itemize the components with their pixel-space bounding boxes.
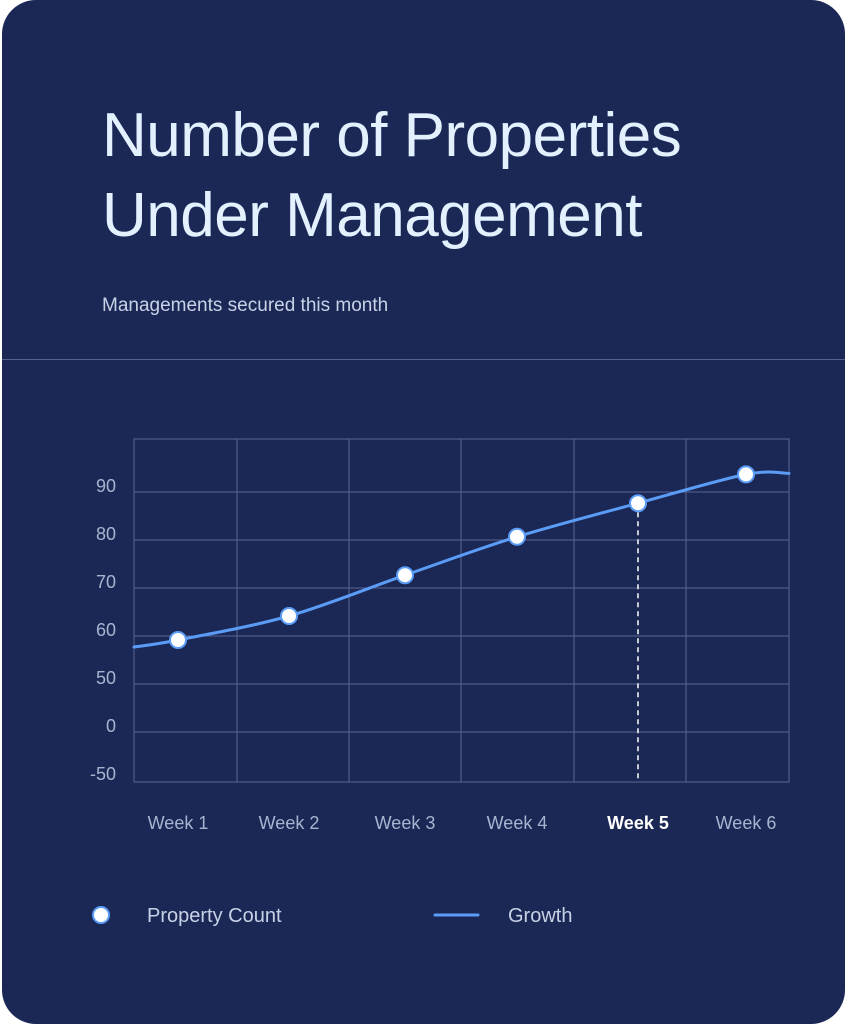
header-divider (2, 359, 845, 360)
x-axis-ticks: Week 1 Week 2 Week 3 Week 4 Week 5 Week 6 (148, 813, 777, 833)
y-tick-label: 90 (96, 476, 116, 496)
legend-label-property-count: Property Count (147, 905, 282, 927)
x-tick-label: Week 3 (375, 813, 436, 833)
y-tick-label: -50 (90, 764, 116, 784)
property-count-point[interactable] (169, 631, 187, 649)
x-tick-label: Week 1 (148, 813, 209, 833)
growth-series-line (132, 470, 791, 649)
y-tick-label: 50 (96, 668, 116, 688)
y-axis-ticks: 90 80 70 60 50 0 -50 (90, 476, 116, 784)
y-tick-label: 70 (96, 572, 116, 592)
legend-circle-icon (92, 906, 110, 924)
x-tick-label: Week 5 (607, 813, 669, 833)
y-tick-label: 0 (106, 716, 116, 736)
property-count-point[interactable] (508, 527, 526, 546)
chart-subtitle: Managements secured this month (102, 295, 389, 316)
legend-item-growth[interactable]: Growth (433, 905, 572, 927)
chart-grid (133, 438, 790, 783)
y-tick-label: 80 (96, 524, 116, 544)
property-count-markers (169, 465, 755, 649)
legend-item-property-count[interactable]: Property Count (92, 905, 282, 927)
legend: Property Count Growth (92, 905, 572, 927)
property-count-point[interactable] (396, 566, 414, 585)
chart-title: Number of Properties Under Management (102, 101, 682, 250)
x-tick-label: Week 6 (716, 813, 777, 833)
property-count-point[interactable] (737, 465, 755, 484)
property-count-point[interactable] (280, 607, 298, 625)
y-tick-label: 60 (96, 620, 116, 640)
x-tick-label: Week 4 (487, 813, 548, 833)
x-tick-label: Week 2 (259, 813, 320, 833)
legend-label-growth: Growth (508, 905, 572, 927)
property-count-point[interactable] (629, 494, 647, 513)
